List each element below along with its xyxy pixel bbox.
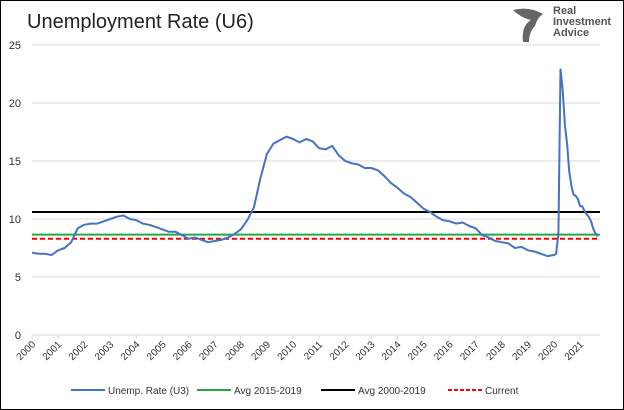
x-tick-label: 2019 — [511, 339, 535, 363]
x-tick-label: 2000 — [15, 339, 39, 363]
x-tick-label: 2009 — [250, 339, 274, 363]
y-tick-label: 0 — [15, 330, 21, 342]
legend-label: Avg 2000-2019 — [358, 386, 426, 397]
x-tick-label: 2014 — [380, 339, 404, 363]
x-tick-label: 2018 — [484, 339, 508, 363]
chart-title: Unemployment Rate (U6) — [27, 11, 254, 33]
x-tick-label: 2010 — [276, 339, 300, 363]
y-tick-label: 10 — [9, 214, 21, 226]
x-tick-label: 2015 — [406, 339, 430, 363]
y-tick-label: 25 — [9, 40, 21, 52]
legend-label: Current — [485, 386, 519, 397]
x-tick-label: 2006 — [171, 339, 195, 363]
y-tick-label: 20 — [9, 98, 21, 110]
logo-text: Real Investment Advice — [553, 5, 612, 39]
x-tick-label: 2005 — [145, 339, 169, 363]
x-tick-label: 2001 — [41, 339, 65, 363]
u6-series-line — [31, 68, 599, 258]
x-tick-label: 2002 — [67, 339, 91, 363]
y-tick-label: 5 — [15, 272, 21, 284]
x-tick-label: 2003 — [93, 339, 117, 363]
x-tick-label: 2013 — [354, 339, 378, 363]
x-tick-label: 2016 — [432, 339, 456, 363]
x-tick-label: 2011 — [302, 339, 325, 362]
logo: Real Investment Advice — [509, 5, 619, 43]
x-tick-label: 2008 — [223, 339, 247, 363]
x-tick-label: 2021 — [563, 339, 587, 363]
x-tick-label: 2004 — [119, 339, 143, 363]
x-tick-label: 2012 — [328, 339, 352, 363]
x-tick-label: 2007 — [197, 339, 221, 363]
y-tick-label: 15 — [9, 156, 21, 168]
legend-label: Unemp. Rate (U3) — [108, 386, 189, 397]
legend-label: Avg 2015-2019 — [234, 386, 302, 397]
x-tick-label: 2020 — [537, 339, 561, 363]
x-tick-label: 2017 — [458, 339, 482, 363]
eagle-logo-icon — [513, 8, 543, 43]
